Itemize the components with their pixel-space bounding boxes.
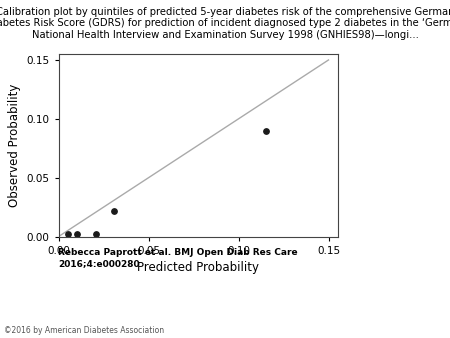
Text: Rebecca Paprott et al. BMJ Open Diab Res Care
2016;4:e000280: Rebecca Paprott et al. BMJ Open Diab Res… <box>58 248 298 268</box>
Point <box>73 232 80 237</box>
Text: Calibration plot by quintiles of predicted 5-year diabetes risk of the comprehen: Calibration plot by quintiles of predict… <box>0 7 450 40</box>
Point <box>111 208 118 213</box>
Text: BMJ Open
Diabetes
Research
& Care: BMJ Open Diabetes Research & Care <box>377 230 424 272</box>
Point <box>64 232 71 237</box>
Y-axis label: Observed Probability: Observed Probability <box>8 83 21 207</box>
Point <box>93 232 100 237</box>
Text: ©2016 by American Diabetes Association: ©2016 by American Diabetes Association <box>4 325 165 335</box>
Point <box>262 128 269 133</box>
X-axis label: Predicted Probability: Predicted Probability <box>137 261 259 274</box>
